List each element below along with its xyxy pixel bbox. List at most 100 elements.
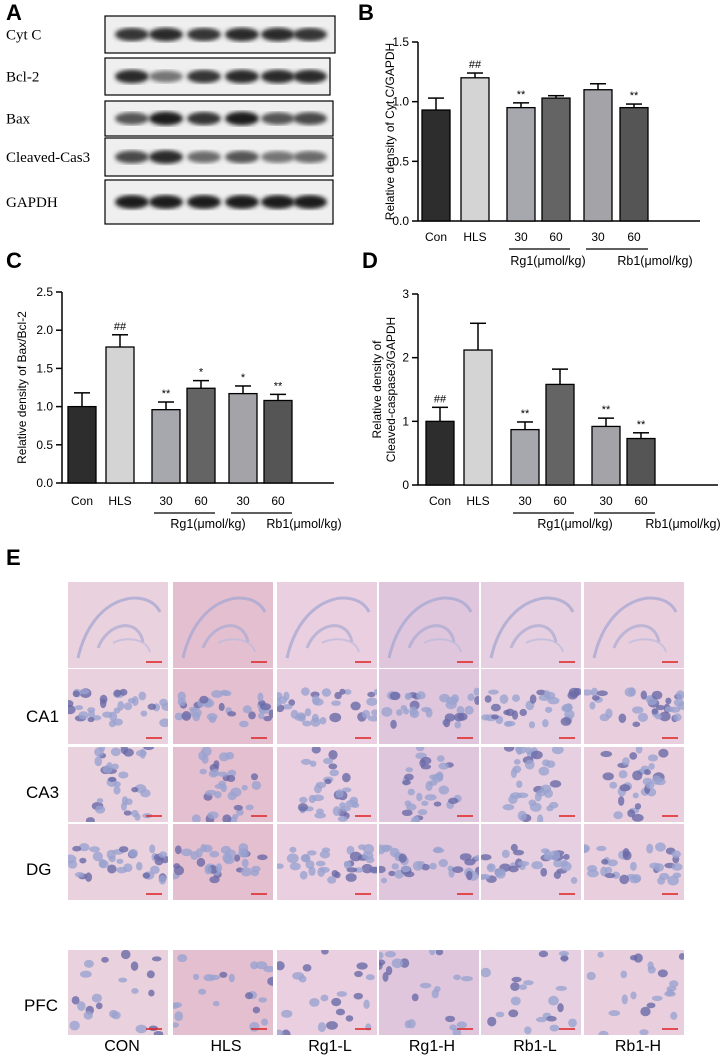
cell-nucleus <box>561 859 568 867</box>
cell-nucleus <box>560 955 569 962</box>
cell-nucleus <box>637 712 649 722</box>
cell-nucleus <box>591 695 600 701</box>
cell-nucleus <box>544 706 553 713</box>
cell-nucleus <box>361 709 371 719</box>
cell-nucleus <box>98 747 106 752</box>
cell-nucleus <box>290 709 299 719</box>
cell-nucleus <box>635 747 643 754</box>
cell-nucleus <box>96 798 104 804</box>
cell-nucleus <box>119 688 128 696</box>
cell-nucleus <box>222 690 232 697</box>
cell-nucleus <box>199 768 207 775</box>
tissue-image <box>68 688 168 739</box>
y-tick-label: 1.0 <box>36 400 53 414</box>
cell-nucleus <box>263 715 272 722</box>
cell-nucleus <box>651 708 659 715</box>
cell-nucleus <box>524 759 535 770</box>
blot-band <box>149 150 183 164</box>
cell-nucleus <box>335 789 344 798</box>
category-label: Con <box>71 494 93 508</box>
cell-nucleus <box>398 853 407 863</box>
cell-nucleus <box>345 799 358 808</box>
cell-nucleus <box>323 757 333 765</box>
cell-nucleus <box>329 712 342 723</box>
cell-nucleus <box>402 780 411 786</box>
tissue-image <box>584 687 684 739</box>
cell-nucleus <box>297 803 309 812</box>
cell-nucleus <box>353 992 363 1000</box>
cell-nucleus <box>242 705 252 714</box>
cell-nucleus <box>622 757 630 766</box>
cell-nucleus <box>328 750 338 760</box>
cell-nucleus <box>233 804 243 811</box>
cell-nucleus <box>380 877 388 884</box>
category-label: HLS <box>466 494 489 508</box>
tissue-image <box>277 844 377 895</box>
histology-tile <box>173 582 273 668</box>
cell-nucleus <box>142 872 151 879</box>
histology-tile <box>68 669 168 744</box>
cell-nucleus <box>102 765 113 774</box>
cell-nucleus <box>549 850 561 861</box>
cell-nucleus <box>598 1030 609 1035</box>
histology-tile <box>68 824 168 900</box>
cell-nucleus <box>321 688 332 697</box>
cell-nucleus <box>510 982 520 991</box>
tissue-layer <box>217 638 256 653</box>
tissue-image <box>277 950 375 1035</box>
y-tick-label: 2.0 <box>36 323 53 337</box>
category-label: 30 <box>518 494 532 508</box>
cell-nucleus <box>159 718 168 728</box>
cell-nucleus <box>349 851 362 862</box>
cell-nucleus <box>109 1009 118 1018</box>
cell-nucleus <box>445 1015 456 1023</box>
cell-nucleus <box>503 747 515 752</box>
cell-nucleus <box>524 1026 532 1035</box>
col-label-rg1-h: Rg1-H <box>408 1038 456 1055</box>
cell-nucleus <box>158 874 167 885</box>
cell-nucleus <box>528 799 537 807</box>
cell-nucleus <box>335 1008 346 1016</box>
group-label: Rg1(μmol/kg) <box>537 517 612 531</box>
cell-nucleus <box>651 995 663 1002</box>
cell-nucleus <box>127 697 136 704</box>
tissue-image <box>297 747 371 822</box>
cell-nucleus <box>120 747 128 755</box>
cell-nucleus <box>320 994 329 1002</box>
cell-nucleus <box>665 706 675 713</box>
cell-nucleus <box>647 754 659 762</box>
cell-nucleus <box>411 993 419 1002</box>
cell-nucleus <box>118 771 129 779</box>
blot-band <box>149 27 183 42</box>
blot-band <box>293 112 327 125</box>
tissue-image <box>586 951 684 1035</box>
cell-nucleus <box>251 865 261 873</box>
cell-nucleus <box>345 1015 354 1022</box>
cell-nucleus <box>481 714 491 721</box>
cell-nucleus <box>227 711 237 717</box>
cell-nucleus <box>249 1021 260 1032</box>
cell-nucleus <box>138 691 147 701</box>
tissue-layer <box>509 624 558 649</box>
blot-band <box>293 195 327 209</box>
cell-nucleus <box>420 764 432 770</box>
cell-nucleus <box>161 702 168 711</box>
bar <box>463 349 493 486</box>
cell-nucleus <box>400 958 410 968</box>
cell-nucleus <box>107 864 117 874</box>
blot-band <box>149 195 183 209</box>
cell-nucleus <box>510 843 518 852</box>
cell-nucleus <box>289 862 301 871</box>
tissue-layer <box>96 624 145 649</box>
row-label-ca3: CA3 <box>26 783 60 802</box>
cell-nucleus <box>379 962 383 970</box>
cell-nucleus <box>251 780 262 790</box>
cell-nucleus <box>511 976 522 983</box>
cell-nucleus <box>597 951 604 958</box>
tissue-image <box>381 687 479 739</box>
tissue-image <box>285 596 371 663</box>
blot-band <box>261 69 295 84</box>
cell-nucleus <box>218 771 228 777</box>
category-label: 60 <box>549 230 563 244</box>
